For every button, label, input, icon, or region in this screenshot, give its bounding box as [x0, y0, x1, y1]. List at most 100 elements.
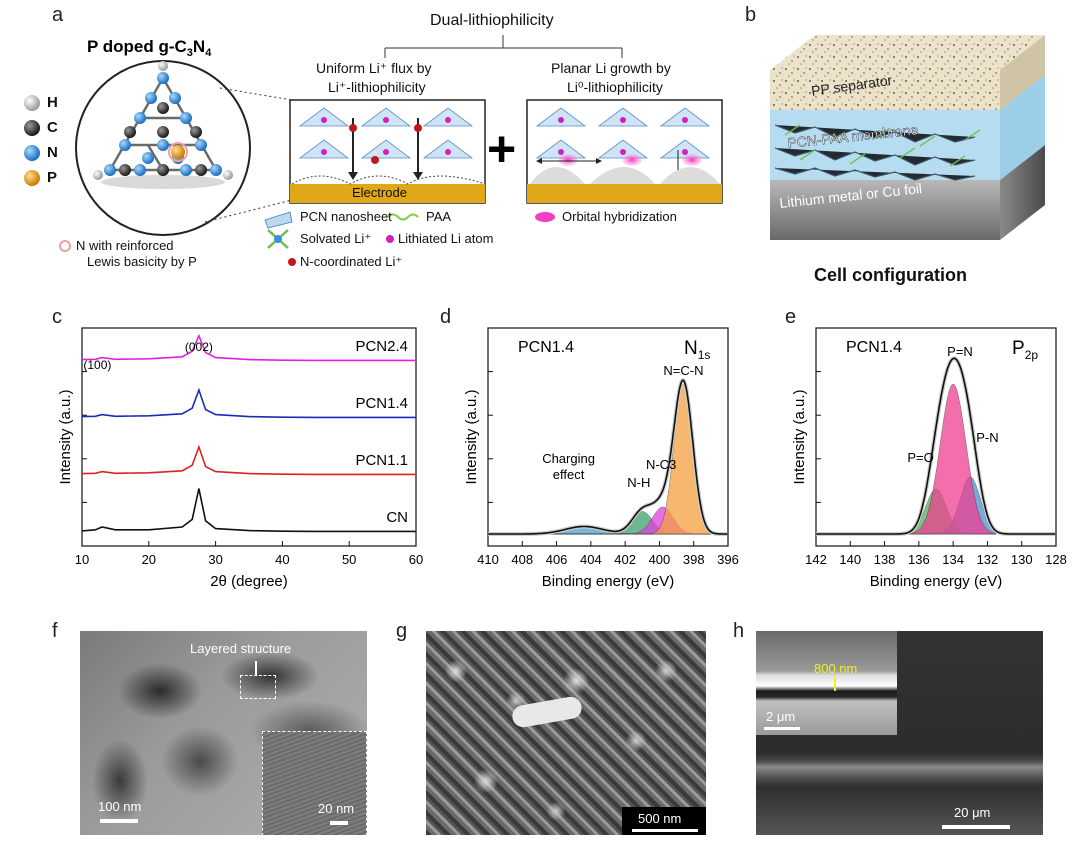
atom-legend-n-icon	[24, 145, 40, 161]
x-tick-label: 404	[580, 552, 602, 567]
x-tick-label: 132	[977, 552, 999, 567]
lithiated-li	[682, 149, 688, 155]
panel-a-schematic: P doped g-C3N4 +	[24, 35, 723, 266]
chart-title: PCN1.4	[518, 339, 574, 356]
n-atom	[142, 152, 154, 164]
atom-label-h: H	[47, 94, 58, 111]
atom-legend	[24, 95, 40, 186]
y-axis-label: Intensity (a.u.)	[463, 389, 480, 484]
x-tick-label: 400	[649, 552, 671, 567]
legend-ncoord: N-coordinated Li⁺	[300, 254, 403, 269]
chart-d-n1s: 410 408 406 404 402 400 398 396 Binding energy (…	[463, 327, 739, 590]
atom-label-p: P	[47, 169, 58, 186]
right-title-2: Li⁰-lithiophilicity	[567, 79, 663, 95]
n-atom	[104, 164, 116, 176]
lithiated-li	[620, 149, 626, 155]
sem-scale-label: 500 nm	[638, 811, 682, 826]
n-coordinated-li-icon	[288, 258, 296, 266]
dual-lithiophilicity-title: Dual-lithiophilicity	[430, 12, 554, 29]
x-tick-label: 20	[142, 552, 156, 567]
tem-scale-bar	[100, 819, 138, 823]
n-atom	[134, 112, 146, 124]
c-atom	[157, 126, 169, 138]
panel-label-g: g	[396, 620, 408, 642]
fit-envelope	[488, 379, 728, 535]
h-atom	[223, 170, 233, 180]
series-line	[81, 333, 416, 362]
legend-lithiated: Lithiated Li atom	[398, 231, 494, 246]
plot-frame	[487, 327, 729, 547]
lithiated-li	[445, 149, 451, 155]
lithiated-li	[321, 149, 327, 155]
electrode-label: Electrode	[352, 185, 407, 200]
x-tick-label: 142	[805, 552, 827, 567]
h-atom	[158, 61, 168, 71]
x-axis-label: Binding energy (eV)	[870, 573, 1003, 590]
lithiated-li	[383, 117, 389, 123]
x-tick-label: 40	[275, 552, 289, 567]
x-tick-label: 10	[75, 552, 89, 567]
lithiated-li	[682, 117, 688, 123]
tem-image: Layered structure 100 nm 20 nm	[80, 631, 367, 835]
legend-paa: PAA	[426, 209, 452, 224]
c-atom	[195, 164, 207, 176]
x-tick-label: 406	[546, 552, 568, 567]
n-atom	[145, 92, 157, 104]
thickness-label: 800 nm	[814, 661, 858, 676]
lithiated-li-icon	[386, 235, 394, 243]
series-label: PCN1.4	[355, 395, 408, 412]
cell-configuration-3d: PP separator PCN-PAA membrane Lithium me…	[770, 35, 1045, 240]
inset-scale-label: 2 μm	[766, 709, 796, 724]
inset-scale-bar	[764, 727, 800, 730]
panel-label-h: h	[733, 620, 745, 642]
plus-icon: +	[487, 121, 516, 177]
lithiated-li	[620, 117, 626, 123]
legend-pcn: PCN nanosheet	[300, 209, 392, 224]
n-atom	[134, 164, 146, 176]
atom-label-n: N	[47, 144, 58, 161]
legend-solvated: Solvated Li⁺	[300, 231, 372, 246]
panel-label-f: f	[52, 620, 58, 642]
fit-envelope	[816, 357, 1056, 535]
left-title-1: Uniform Li⁺ flux by	[316, 60, 432, 76]
electrode-bar	[290, 184, 485, 203]
c-atom	[157, 164, 169, 176]
panel-label-b: b	[745, 4, 757, 26]
n-atom	[169, 92, 181, 104]
atom-legend-h-icon	[24, 95, 40, 111]
x-tick-label: 30	[208, 552, 222, 567]
h-atom	[93, 170, 103, 180]
x-tick-label: 396	[717, 552, 739, 567]
layered-structure-box	[240, 675, 276, 699]
legend-orbital: Orbital hybridization	[562, 209, 677, 224]
y-axis-label: Intensity (a.u.)	[57, 389, 74, 484]
panel-label-c: c	[52, 306, 62, 328]
note-line-2: Lewis basicity by P	[87, 254, 197, 269]
cross-section-image: 800 nm 2 μm 20 μm	[756, 631, 1043, 835]
sem-image: 500 nm	[426, 631, 706, 835]
n-atom	[180, 112, 192, 124]
series-label: PCN2.4	[355, 338, 408, 355]
component-label: N-C3	[646, 457, 676, 472]
series-label: CN	[386, 509, 408, 526]
layered-structure-label: Layered structure	[190, 641, 292, 656]
peak-label: (100)	[83, 358, 111, 372]
n-atom	[180, 164, 192, 176]
atom-label-c: C	[47, 119, 58, 136]
tem-inset-scale-label: 20 nm	[318, 801, 355, 816]
tem-scale-label: 100 nm	[98, 799, 142, 814]
lithiated-li	[445, 117, 451, 123]
series-line	[81, 444, 416, 476]
x-tick-label: 134	[942, 552, 964, 567]
atom-legend-c-icon	[24, 120, 40, 136]
series-line	[81, 488, 416, 533]
n-atom	[210, 164, 222, 176]
x-tick-label: 130	[1011, 552, 1033, 567]
sem-scale-bar	[632, 829, 698, 832]
n-atom	[195, 139, 207, 151]
series-label: PCN1.1	[355, 452, 408, 469]
c-atom	[157, 102, 169, 114]
chart-e-p2p: 142 140 138 136 134 132 130 128 Binding energy (…	[791, 327, 1067, 590]
x-tick-label: 136	[908, 552, 930, 567]
x-tick-label: 128	[1045, 552, 1067, 567]
